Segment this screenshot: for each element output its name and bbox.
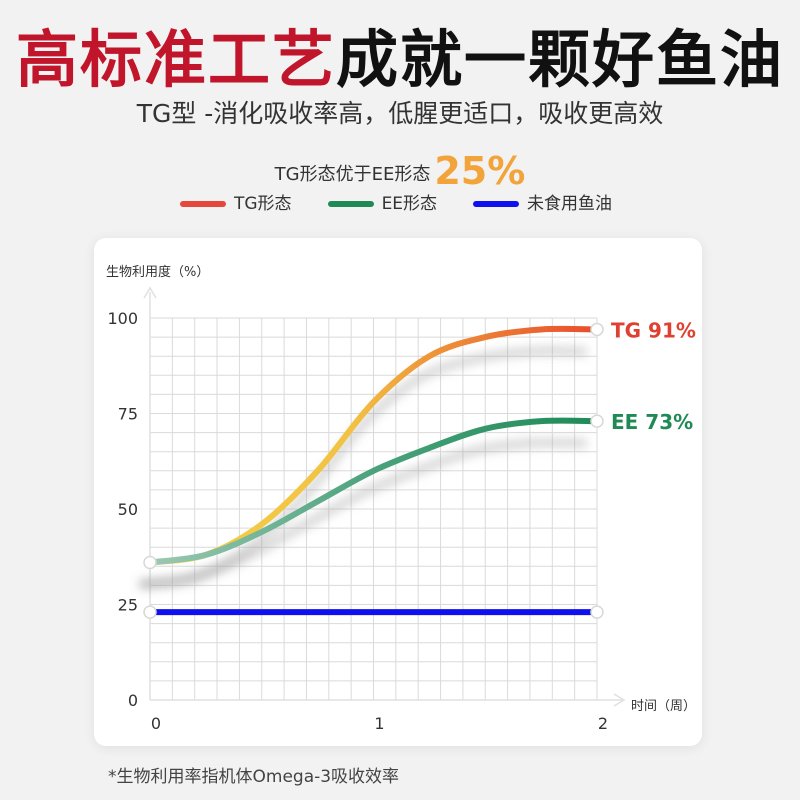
series-line-ee [147, 417, 600, 566]
legend-swatch-none [473, 201, 520, 207]
start-marker-none [143, 605, 157, 619]
chart-axes [143, 286, 626, 707]
x-axis-label: 时间（周） [631, 699, 696, 714]
x-axis-arrow [613, 693, 626, 707]
end-marker-tg [590, 322, 604, 337]
line-shadows [139, 346, 588, 589]
start-marker-tg [143, 555, 157, 570]
chart-lines [147, 325, 600, 616]
legend-item-ee: EE形态 [327, 190, 438, 218]
end-marker-ee [590, 414, 604, 428]
y-tick-label: 75 [118, 405, 138, 424]
y-axis-label: 生物利用度（%） [106, 264, 209, 280]
subtitle: TG型 -消化吸收率高，低腥更适口，吸收更高效 [136, 99, 664, 128]
series-shadow-tg [139, 346, 588, 589]
y-tick-label: 0 [128, 691, 138, 710]
legend-label-ee: EE形态 [381, 194, 438, 214]
chart-ticks: 生物利用度（%） 时间（周） 0 25 50 75 100 0 1 2 [106, 264, 696, 733]
comparison-percent: 25% [434, 149, 526, 193]
legend-item-tg: TG形态 [180, 190, 292, 218]
comparison-text: TG形态优于EE形态 [274, 164, 431, 185]
chart-markers [143, 322, 604, 619]
page-title: 高标准工艺成就一颗好鱼油 [0, 22, 800, 98]
chart-labels: TG 91% EE 73% [611, 318, 696, 434]
legend-label-none: 未食用鱼油 [527, 194, 613, 214]
x-tick-label: 1 [374, 714, 384, 733]
y-tick-label: 50 [118, 500, 138, 519]
title-red-part: 高标准工艺 [15, 23, 336, 96]
y-tick-label: 100 [107, 309, 138, 328]
x-tick-label: 2 [598, 714, 608, 733]
x-tick-label: 0 [151, 714, 161, 733]
end-label-tg: TG 91% [611, 318, 696, 342]
legend-label-tg: TG形态 [234, 194, 292, 214]
chart-legend: TG形态 EE形态 未食用鱼油 [180, 190, 612, 218]
comparison-headline: TG形态优于EE形态 25% [0, 148, 800, 198]
footnote: *生物利用率指机体Omega-3吸收效率 [108, 767, 400, 787]
end-marker-none [590, 605, 604, 619]
end-label-ee: EE 73% [611, 410, 693, 434]
series-shadow-ee [139, 438, 588, 589]
legend-swatch-ee [327, 201, 374, 207]
y-axis-arrow [143, 286, 157, 299]
legend-swatch-tg [180, 201, 226, 207]
y-tick-label: 25 [118, 596, 138, 615]
title-black-part: 成就一颗好鱼油 [336, 23, 785, 96]
legend-item-none: 未食用鱼油 [473, 190, 612, 218]
chart-grid [149, 317, 598, 701]
